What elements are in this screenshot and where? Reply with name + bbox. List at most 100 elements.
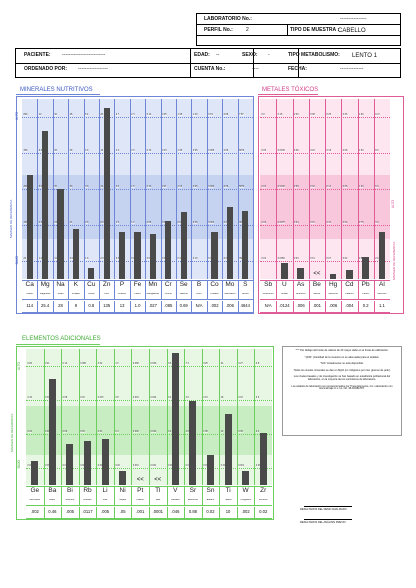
nut-tick-label: 0.04 [223, 222, 229, 225]
add-tick-label: 0.4 [168, 397, 172, 400]
sample-type-value: CABELLO [338, 28, 366, 34]
add-element-name: Níquel [119, 499, 127, 501]
add-element-symbol: Tl [155, 487, 161, 494]
add-bar [119, 471, 127, 485]
add-symbol-divider [236, 486, 238, 506]
ordered-by-label: ORDENADO POR: [24, 66, 68, 72]
add-grid-line [26, 434, 272, 435]
nut-tick-label: 1.0 [85, 258, 89, 261]
nutritive-margen-label: MARGEN DE REFERENCIA [9, 199, 13, 238]
nut-value-divider [145, 301, 147, 313]
tox-symbol-divider [308, 280, 310, 300]
add-element-value: 10 [225, 510, 231, 514]
add-grid-line [26, 400, 272, 401]
tox-element-name: Aluminio [377, 293, 387, 295]
add-tick-label: 0.005 [97, 465, 104, 468]
add-value-divider [236, 507, 238, 519]
nut-element-symbol: P [119, 281, 125, 288]
nutritive-chart: 600 12 40 48 5.2 20 2.7 2.3 0.14 0.25 1.48 1.20 0.01… [22, 99, 253, 279]
add-value-row-border [26, 507, 272, 519]
toxic-symbol-row: Sb Antimonio U Uranio As Arsénico Be Berilio Hg M… [260, 280, 390, 300]
add-element-symbol: Ni [119, 487, 126, 494]
nut-symbol-divider [145, 280, 147, 300]
add-symbol-divider [219, 486, 221, 506]
tox-element-symbol: U [282, 281, 287, 288]
tox-tick-label: 8.0 [375, 150, 379, 153]
nut-tick-label: 0.23 [162, 150, 167, 153]
nut-tick-label: 2.4 [115, 150, 120, 153]
add-symbol-divider [149, 486, 150, 506]
add-column-divider [61, 349, 63, 485]
tox-tick-label: 0.05 [261, 150, 266, 153]
add-element-name: Titanio [224, 499, 232, 501]
add-bar [259, 433, 267, 485]
add-bar [242, 471, 250, 485]
tox-element-value: N/A [264, 304, 272, 308]
add-column-divider [131, 349, 133, 485]
age-value: -- [216, 52, 220, 58]
tox-grid-line [260, 117, 390, 118]
nut-bar [42, 131, 49, 279]
add-tick-label: 0.001 [238, 465, 245, 468]
nut-element-symbol: Fe [133, 281, 142, 288]
note-5: Los niveles basales y de investigación s… [293, 375, 391, 381]
nut-tick-label: 24 [54, 222, 57, 225]
tox-tick-label: 0.01 [310, 222, 315, 225]
metabolic-type-value: LENTO 1 [352, 53, 377, 59]
header-patient-box [15, 48, 401, 78]
nut-element-name: Azufre [241, 293, 249, 295]
add-value-divider [43, 507, 45, 519]
tox-element-value: .004 [345, 304, 354, 308]
nut-element-value: 9 [74, 304, 78, 308]
tox-tick-label: 1.50 [359, 150, 364, 153]
nut-tick-label: 0.008 [208, 150, 215, 153]
nut-tick-label: 5.2 [85, 114, 89, 117]
tox-element-symbol: Hg [328, 281, 338, 288]
nut-element-value: 0.69 [179, 304, 188, 308]
add-value-divider [219, 507, 221, 519]
nut-element-name: Cobre [88, 293, 95, 295]
tox-grid-line [260, 261, 390, 262]
tox-element-value: 0.2 [362, 304, 369, 308]
add-tick-label: 0.12 [62, 363, 68, 366]
add-tick-label: 0.002 [132, 431, 139, 434]
nut-tick-label: 0.21 [162, 186, 167, 189]
nut-element-name: Cromo [164, 293, 172, 295]
nut-element-name: Manganeso [146, 293, 160, 295]
add-tick-label: 0.2 [168, 431, 172, 434]
add-tick-label: 0.40 [27, 397, 32, 400]
add-column-divider [236, 349, 238, 485]
add-element-symbol: W [242, 487, 249, 494]
nut-symbol-divider [206, 280, 208, 300]
add-element-name: Tungsteno [240, 499, 252, 501]
tox-element-symbol: Pb [361, 281, 370, 288]
tox-element-name: Uranio [280, 293, 288, 295]
add-value-divider [254, 507, 256, 519]
add-bar [66, 444, 74, 485]
nut-symbol-divider [160, 280, 162, 300]
tox-bar [346, 270, 353, 279]
nut-value-divider [160, 301, 162, 313]
signature-caption-2: RESULTADOS DEL ANÁLISIS PREVIO [300, 521, 346, 524]
add-element-symbol: Pt [137, 487, 144, 494]
tox-element-value: .0124 [279, 304, 290, 308]
add-tick-label: 0.001 [150, 465, 157, 468]
nut-tick-label: 20 [23, 258, 27, 261]
add-bar [171, 353, 179, 485]
add-element-name: Bario [49, 499, 56, 501]
note-1: "**" Por debajo del límite de cálculo de… [295, 349, 389, 352]
add-tick-label: 0.09 [238, 431, 243, 434]
tox-tick-label: 0.05 [342, 186, 348, 189]
add-element-value: .002 [30, 510, 39, 514]
patient-value: -------------------------- [62, 52, 106, 58]
nut-symbol-divider [191, 280, 193, 300]
add-element-value: 0.02 [259, 510, 268, 514]
nut-grid-line [22, 189, 253, 190]
nut-bar [242, 210, 249, 279]
nut-tick-label: 0.06 [223, 150, 229, 153]
add-element-value: 0.46 [48, 510, 57, 514]
tox-element-symbol: Al [378, 281, 385, 288]
add-element-name: Zirconio [258, 499, 268, 501]
date-label: FECHA: [288, 66, 307, 72]
note-6: Los análisis de laboratorio son proporci… [291, 384, 393, 391]
